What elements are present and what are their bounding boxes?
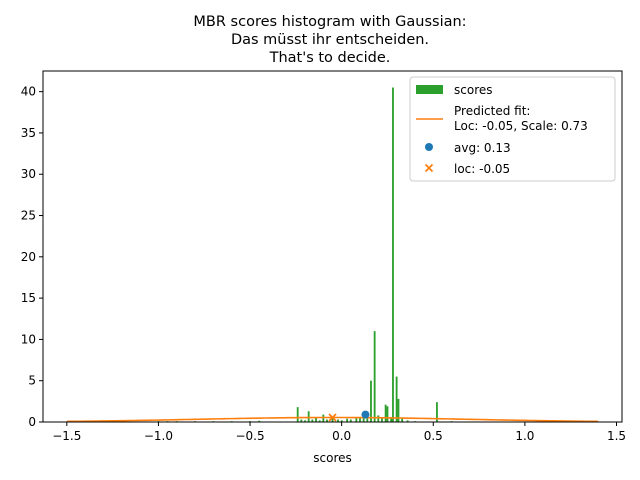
- plot-frame: [42, 70, 623, 423]
- histogram-bar-12: [311, 419, 314, 422]
- y-tick-label-6: 30: [21, 167, 36, 181]
- x-axis-label: scores: [313, 451, 352, 465]
- y-tick-label-8: 40: [21, 85, 36, 99]
- histogram-bar-22: [355, 417, 358, 422]
- title-line-1: MBR scores histogram with Gaussian:: [193, 14, 466, 30]
- legend-fit-label-2: Loc: -0.05, Scale: 0.73: [454, 119, 588, 133]
- histogram-bar-32: [390, 417, 393, 422]
- histogram-bar-8: [296, 407, 299, 422]
- y-tick-label-0: 0: [28, 415, 36, 429]
- legend-loc-marker: [424, 163, 434, 173]
- title-line-2: Das müsst ihr entscheiden.: [231, 32, 429, 48]
- histogram-bar-10: [304, 420, 306, 422]
- histogram-bar-13: [315, 417, 317, 422]
- histogram-bar-21: [349, 419, 352, 422]
- histogram-bar-11: [307, 411, 310, 422]
- y-tick-label-3: 15: [21, 291, 36, 305]
- histogram-bar-14: [318, 420, 321, 422]
- title-line-3: That's to decide.: [269, 50, 391, 66]
- y-tick-label-7: 35: [21, 126, 36, 140]
- legend-scores-patch: [416, 85, 443, 94]
- legend-loc-label: loc: -0.05: [454, 162, 510, 176]
- legend-avg-marker: [425, 143, 433, 151]
- legend-scores-label: scores: [454, 83, 493, 97]
- histogram-bar-34: [395, 376, 398, 422]
- x-tick-label-3: 0.0: [332, 429, 351, 443]
- histogram-bar-17: [331, 418, 334, 422]
- legend-frame: [409, 76, 616, 182]
- histogram-bar-23: [359, 417, 361, 422]
- histogram-bar-19: [340, 420, 343, 422]
- point-markers: [328, 410, 370, 422]
- x-tick-label-0: −1.5: [52, 429, 81, 443]
- avg-point-marker: [361, 410, 370, 419]
- y-axis: 0 5 10 15 20 25 30 35 40: [21, 85, 43, 429]
- legend-avg-label: avg: 0.13: [454, 141, 511, 155]
- histogram-bar-7: [258, 420, 261, 422]
- y-tick-label-1: 5: [28, 374, 36, 388]
- y-tick-label-2: 10: [21, 332, 36, 346]
- histogram-bar-37: [406, 420, 409, 422]
- y-tick-label-4: 20: [21, 250, 36, 264]
- histogram-bar-26: [370, 380, 372, 422]
- x-tick-label-6: 1.5: [607, 429, 626, 443]
- x-tick-label-1: −1.0: [144, 429, 173, 443]
- histogram-bar-24: [362, 415, 365, 422]
- legend: scores Predicted fit:Loc: -0.05, Scale: 0…: [409, 76, 616, 182]
- histogram-bar-16: [326, 419, 328, 422]
- x-tick-label-4: 0.5: [424, 429, 443, 443]
- legend-fit-label-1: Predicted fit:: [454, 104, 530, 118]
- loc-marker-stroke-2: [328, 413, 337, 422]
- histogram-bar-31: [386, 406, 389, 422]
- legend-loc-stroke-2: [424, 163, 434, 173]
- histogram-bar-30: [384, 404, 387, 422]
- chart-title: MBR scores histogram with Gaussian: Das m…: [193, 14, 466, 66]
- histogram-bar-27: [373, 331, 376, 422]
- histogram-bar-20: [346, 418, 349, 422]
- x-tick-label-2: −0.5: [235, 429, 264, 443]
- histogram-bar-18: [337, 419, 339, 422]
- loc-point-marker: [328, 413, 337, 422]
- histogram-bar-28: [377, 415, 380, 422]
- histogram-bar-33: [392, 87, 394, 423]
- histogram-bars: [157, 87, 453, 423]
- histogram-bar-36: [401, 418, 404, 422]
- histogram-bar-29: [381, 417, 383, 422]
- y-tick-label-5: 25: [21, 209, 36, 223]
- histogram-bar-9: [300, 419, 303, 422]
- histogram-bar-35: [397, 398, 400, 422]
- x-axis: −1.5 −1.0 −0.5 0.0 0.5 1.0 1.5: [52, 422, 626, 443]
- histogram-bar-39: [436, 402, 438, 422]
- x-tick-label-5: 1.0: [515, 429, 534, 443]
